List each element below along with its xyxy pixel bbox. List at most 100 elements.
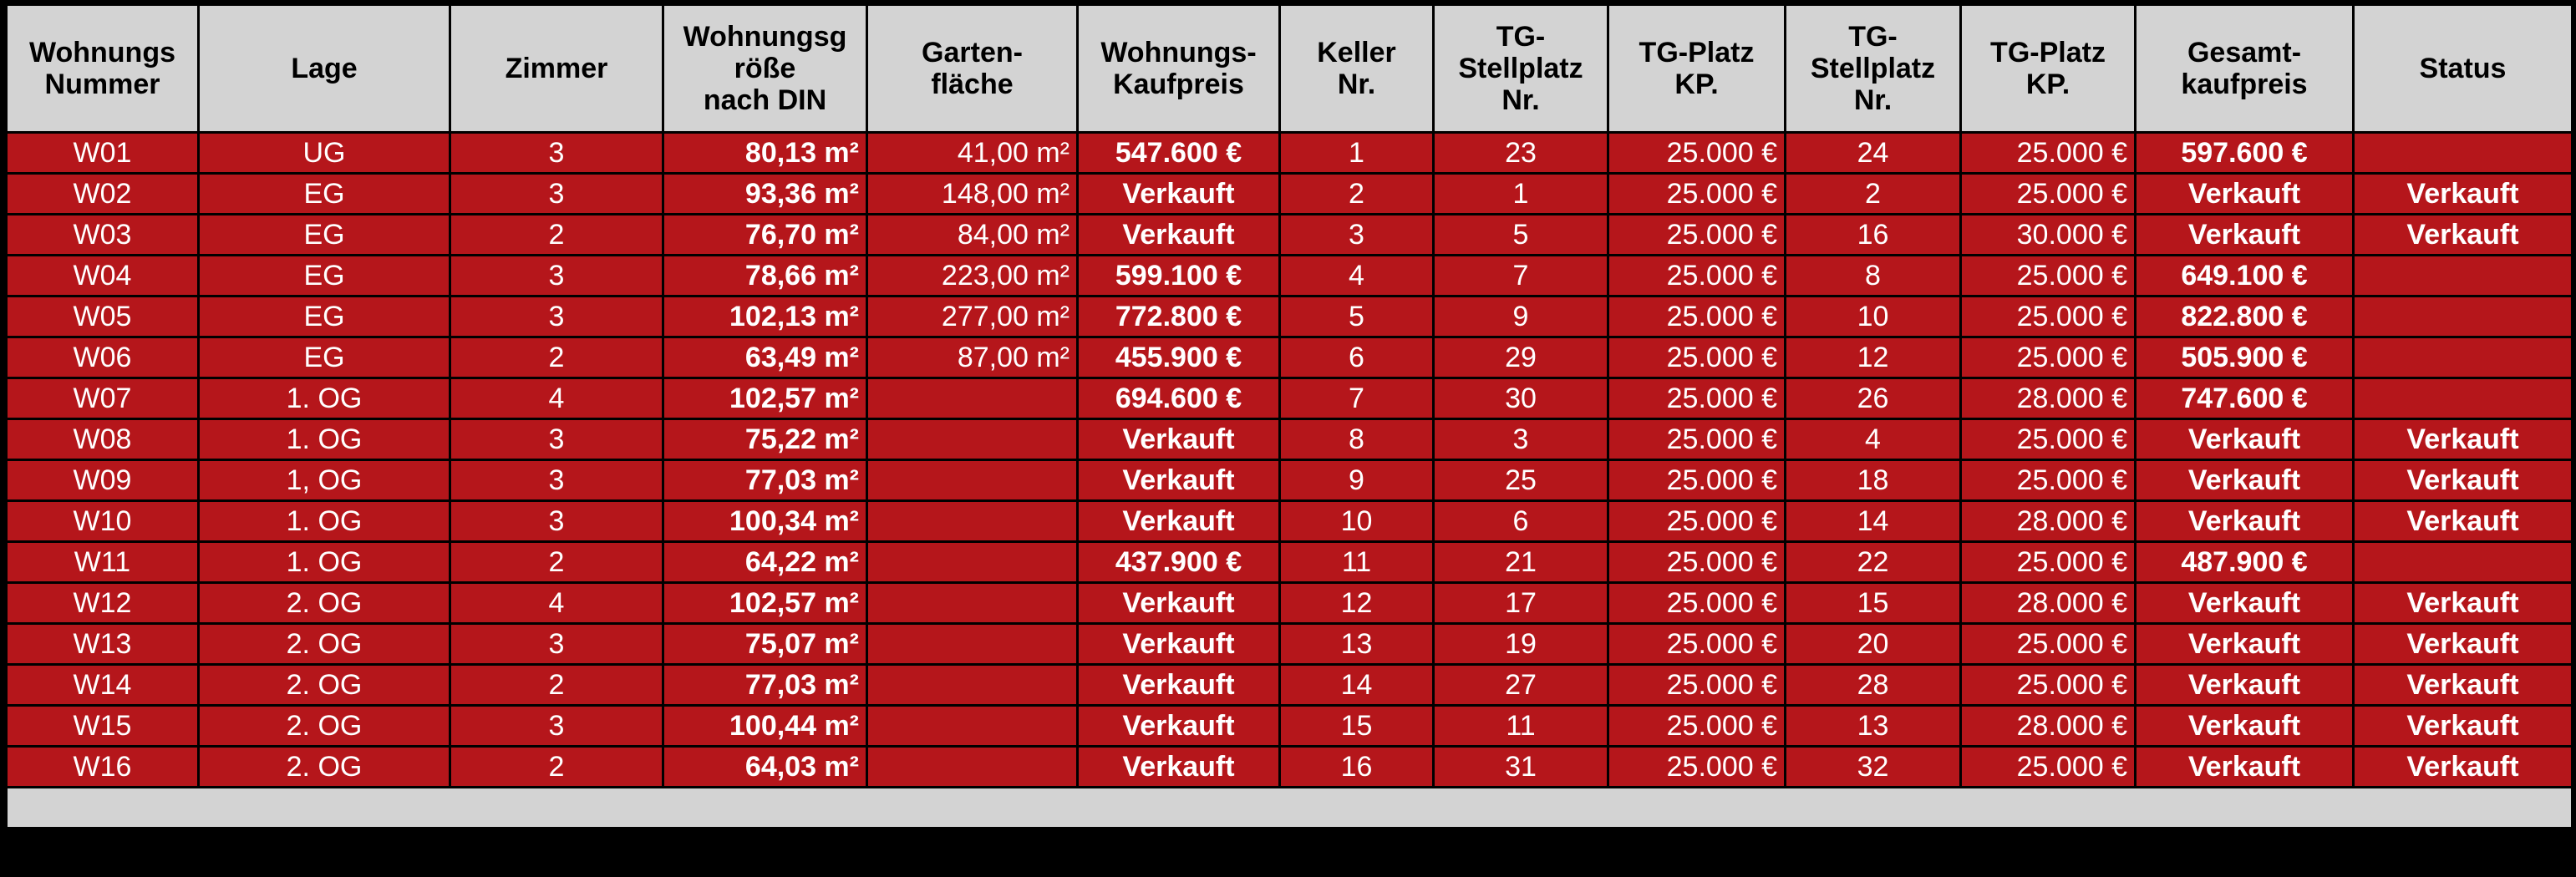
- table-cell: Verkauft: [1076, 418, 1281, 461]
- table-cell: 3: [449, 622, 664, 666]
- table-cell: Verkauft: [2134, 499, 2355, 543]
- table-cell: [2352, 131, 2573, 175]
- table-cell: 5: [1278, 295, 1435, 338]
- table-cell: 3: [449, 172, 664, 215]
- table-cell: 6: [1278, 336, 1435, 379]
- table-cell: EG: [197, 213, 451, 256]
- table-cell: 16: [1278, 745, 1435, 788]
- header-text: Zimmer: [505, 53, 608, 84]
- table-cell: 7: [1278, 377, 1435, 420]
- table-cell: 2: [1784, 172, 1962, 215]
- header-text: Nr.: [1853, 84, 1893, 116]
- header-text: Stellplatz: [1810, 53, 1936, 84]
- table-cell: 11: [1278, 540, 1435, 584]
- table-cell: 3: [1432, 418, 1609, 461]
- table-cell: 2. OG: [197, 663, 451, 707]
- table-cell: 25.000 €: [1959, 459, 2137, 502]
- table-row: W02 EG 3 93,36 m² 148,00 m² Verkauft 2 1 25.000 …: [5, 172, 2573, 215]
- table-cell: W04: [5, 254, 200, 297]
- table-cell: 7: [1432, 254, 1609, 297]
- header-text: Nummer: [44, 68, 160, 100]
- table-cell: Verkauft: [2352, 745, 2573, 788]
- table-cell: Verkauft: [2134, 745, 2355, 788]
- table-cell: 77,03 m²: [662, 459, 868, 502]
- header-text: Wohnungs-: [1100, 37, 1257, 68]
- table-cell: 25.000 €: [1607, 254, 1786, 297]
- table-cell: 25.000 €: [1959, 295, 2137, 338]
- table-cell: Verkauft: [1076, 172, 1281, 215]
- table-cell: 3: [449, 459, 664, 502]
- table-cell: 25.000 €: [1959, 254, 2137, 297]
- header-cell: Zimmer: [449, 3, 664, 134]
- table-cell: 25.000 €: [1607, 377, 1786, 420]
- table-cell: 25.000 €: [1959, 336, 2137, 379]
- table-cell: 505.900 €: [2134, 336, 2355, 379]
- table-cell: 3: [449, 704, 664, 748]
- table-cell: 28: [1784, 663, 1962, 707]
- table-cell: 6: [1432, 499, 1609, 543]
- table-cell: Verkauft: [2134, 622, 2355, 666]
- table-cell: 102,57 m²: [662, 581, 868, 625]
- table-cell: 28.000 €: [1959, 581, 2137, 625]
- table-cell: 102,57 m²: [662, 377, 868, 420]
- table-row: W08 1. OG 3 75,22 m² Verkauft 8 3 25.000 €4 25.0…: [5, 418, 2573, 461]
- table-cell: W16: [5, 745, 200, 788]
- header-cell: TG- Stellplatz Nr.: [1432, 3, 1609, 134]
- table-cell: 25: [1432, 459, 1609, 502]
- table-cell: 3: [449, 254, 664, 297]
- table-cell: 1: [1432, 172, 1609, 215]
- table-cell: 25.000 €: [1959, 745, 2137, 788]
- table-cell: 822.800 €: [2134, 295, 2355, 338]
- header-text: Wohnungs: [29, 37, 175, 68]
- table-cell: 1. OG: [197, 377, 451, 420]
- table-cell: 25.000 €: [1607, 581, 1786, 625]
- table-cell: 1. OG: [197, 418, 451, 461]
- table-cell: EG: [197, 172, 451, 215]
- table-cell: 29: [1432, 336, 1609, 379]
- table-cell: W08: [5, 418, 200, 461]
- table-cell: Verkauft: [2134, 704, 2355, 748]
- table-cell: 4: [1278, 254, 1435, 297]
- table-cell: [866, 622, 1079, 666]
- table-cell: Verkauft: [2134, 459, 2355, 502]
- table-cell: 84,00 m²: [866, 213, 1079, 256]
- table-cell: Verkauft: [2134, 581, 2355, 625]
- table-cell: 9: [1278, 459, 1435, 502]
- table-cell: 76,70 m²: [662, 213, 868, 256]
- table-cell: Verkauft: [1076, 704, 1281, 748]
- header-text: kaufpreis: [2181, 68, 2308, 100]
- table-cell: Verkauft: [2352, 418, 2573, 461]
- table-row: W11 1. OG 2 64,22 m² 437.900 €11 21 25.000 €22…: [5, 540, 2573, 584]
- table-row: W07 1. OG 4 102,57 m² 694.600 €7 30 25.000 €26…: [5, 377, 2573, 420]
- table-cell: 455.900 €: [1076, 336, 1281, 379]
- header-text: Nr.: [1501, 84, 1540, 116]
- table-cell: W11: [5, 540, 200, 584]
- table-cell: 649.100 €: [2134, 254, 2355, 297]
- table-row: W05 EG 3 102,13 m² 277,00 m² 772.800 €5 9 25.00…: [5, 295, 2573, 338]
- header-cell: Gesamt-kaufpreis: [2134, 3, 2355, 134]
- table-cell: W15: [5, 704, 200, 748]
- table-body: W01 UG 3 80,13 m² 41,00 m² 547.600 €1 23 25.000…: [5, 131, 2573, 829]
- table-cell: 13: [1278, 622, 1435, 666]
- header-text: KP.: [2025, 68, 2070, 100]
- table-cell: 223,00 m²: [866, 254, 1079, 297]
- table-cell: 1: [1278, 131, 1435, 175]
- table-cell: 80,13 m²: [662, 131, 868, 175]
- table-cell: 8: [1784, 254, 1962, 297]
- header-cell: TG-Platz KP.: [1607, 3, 1786, 134]
- table-cell: [866, 540, 1079, 584]
- header-cell: Lage: [197, 3, 451, 134]
- table-cell: 25.000 €: [1607, 131, 1786, 175]
- table-cell: 102,13 m²: [662, 295, 868, 338]
- table-cell: [866, 418, 1079, 461]
- table-cell: 16: [1784, 213, 1962, 256]
- table-row: W10 1. OG 3 100,34 m² Verkauft 10 6 25.000 €14 2…: [5, 499, 2573, 543]
- header-text: TG-: [1496, 21, 1546, 53]
- table-cell: 25.000 €: [1959, 622, 2137, 666]
- table-cell: 93,36 m²: [662, 172, 868, 215]
- table-cell: 18: [1784, 459, 1962, 502]
- table-row: W03 EG 2 76,70 m² 84,00 m² Verkauft 3 5 25.000 €…: [5, 213, 2573, 256]
- table-cell: 2: [449, 540, 664, 584]
- table-cell: Verkauft: [2352, 459, 2573, 502]
